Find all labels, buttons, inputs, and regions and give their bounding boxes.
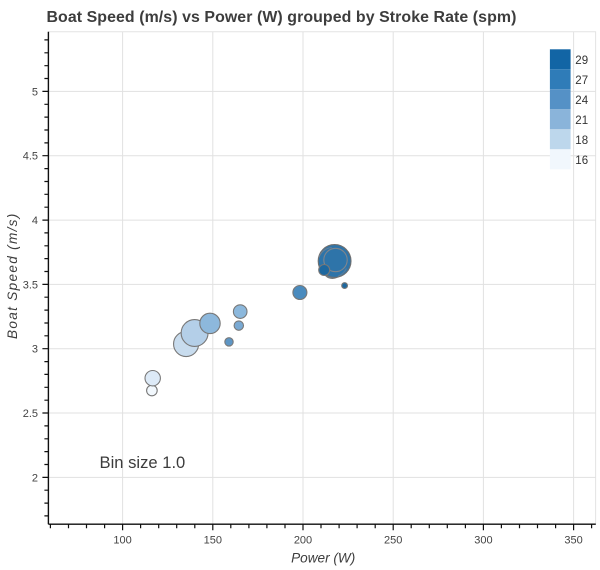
svg-text:2: 2 [32,472,38,484]
svg-text:29: 29 [575,55,588,67]
svg-text:150: 150 [204,535,222,547]
svg-text:Boat Speed (m/s) vs Power (W): Boat Speed (m/s) vs Power (W) grouped by… [47,9,517,26]
svg-text:27: 27 [575,75,588,87]
svg-text:24: 24 [575,95,588,107]
svg-text:2.5: 2.5 [23,408,38,420]
svg-text:3: 3 [32,344,38,356]
svg-text:300: 300 [474,535,492,547]
svg-text:Boat Speed (m/s): Boat Speed (m/s) [5,212,20,339]
svg-text:5: 5 [32,86,38,98]
svg-text:Bin size 1.0: Bin size 1.0 [100,453,186,472]
svg-text:21: 21 [575,115,588,127]
svg-text:Power (W): Power (W) [291,551,355,566]
svg-text:350: 350 [564,535,582,547]
svg-text:4: 4 [32,215,38,227]
svg-text:250: 250 [384,535,402,547]
svg-text:18: 18 [575,135,588,147]
svg-text:200: 200 [294,535,312,547]
svg-text:16: 16 [575,155,588,167]
svg-text:4.5: 4.5 [23,151,38,163]
svg-text:100: 100 [113,535,131,547]
svg-text:3.5: 3.5 [23,279,38,291]
